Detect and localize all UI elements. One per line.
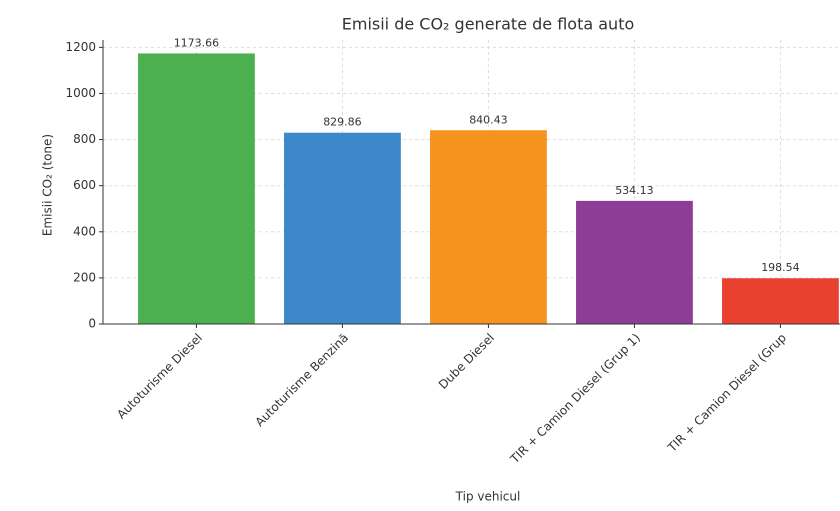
bar <box>576 200 693 324</box>
x-tick-label: Dube Diesel <box>436 331 497 392</box>
y-tick-label: 200 <box>73 270 96 284</box>
x-tick-label: TIR + Camion Diesel (Grup <box>664 331 789 456</box>
value-label: 1173.66 <box>174 36 220 49</box>
value-label: 829.86 <box>323 116 362 129</box>
value-label: 198.54 <box>761 261 800 274</box>
y-tick-label: 800 <box>73 132 96 146</box>
bar <box>284 132 401 324</box>
chart-title: Emisii de CO₂ generate de flota auto <box>342 15 635 34</box>
bar <box>722 278 839 324</box>
y-tick-label: 1200 <box>65 40 96 54</box>
x-tick-label: TIR + Camion Diesel (Grup 1) <box>507 331 643 467</box>
y-tick-label: 1000 <box>65 86 96 100</box>
y-tick-label: 600 <box>73 178 96 192</box>
x-tick-label: Autoturisme Benzină <box>252 331 351 430</box>
x-axis-label: Tip vehicul <box>455 490 521 504</box>
value-label: 534.13 <box>615 184 654 197</box>
bar <box>430 130 547 324</box>
bar <box>138 53 255 324</box>
y-axis-label: Emisii CO₂ (tone) <box>41 134 55 236</box>
y-tick-label: 0 <box>88 317 96 331</box>
x-tick-label: Autoturisme Diesel <box>114 331 205 422</box>
value-label: 840.43 <box>469 113 508 126</box>
y-tick-label: 400 <box>73 224 96 238</box>
